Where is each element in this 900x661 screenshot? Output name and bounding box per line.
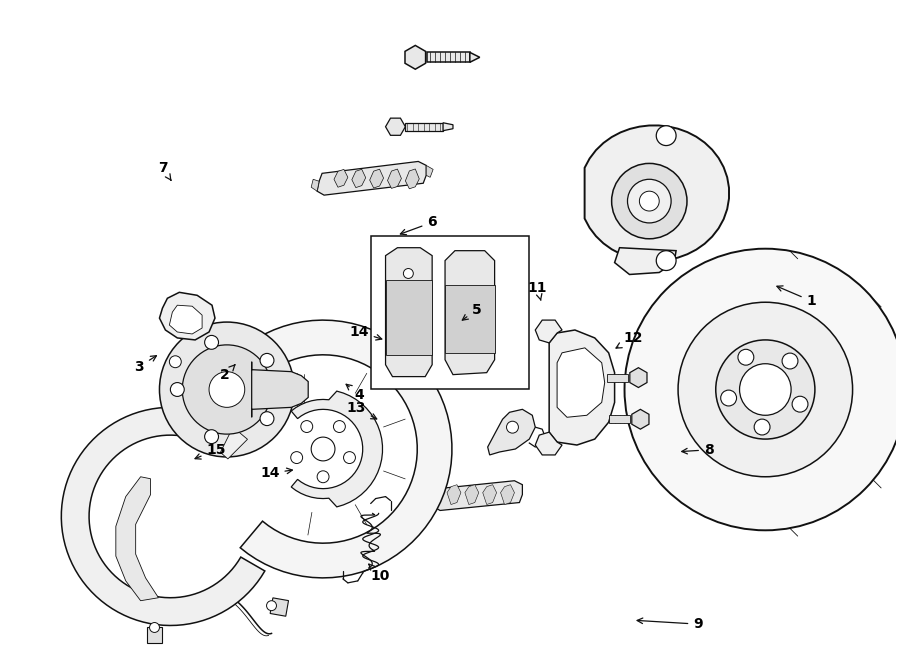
Text: 8: 8 <box>681 443 714 457</box>
Circle shape <box>678 302 852 477</box>
Circle shape <box>170 383 184 397</box>
Text: 3: 3 <box>135 356 157 373</box>
Polygon shape <box>500 485 515 504</box>
Text: 12: 12 <box>616 331 643 348</box>
Polygon shape <box>388 169 401 188</box>
Polygon shape <box>615 248 676 274</box>
Polygon shape <box>428 52 470 62</box>
Circle shape <box>754 419 770 435</box>
Circle shape <box>738 349 754 365</box>
Polygon shape <box>292 391 382 507</box>
Circle shape <box>209 371 245 407</box>
Circle shape <box>792 396 808 412</box>
Polygon shape <box>270 598 289 616</box>
Circle shape <box>639 191 659 211</box>
Polygon shape <box>385 118 405 136</box>
Text: 10: 10 <box>369 564 390 583</box>
Polygon shape <box>632 409 649 429</box>
Polygon shape <box>352 169 365 188</box>
Polygon shape <box>445 286 495 353</box>
Polygon shape <box>585 126 729 261</box>
Polygon shape <box>405 169 419 189</box>
Polygon shape <box>470 52 480 62</box>
Polygon shape <box>630 368 647 387</box>
Polygon shape <box>385 248 432 377</box>
Polygon shape <box>607 373 628 381</box>
Text: 15: 15 <box>195 443 226 459</box>
Polygon shape <box>147 627 162 643</box>
Polygon shape <box>447 485 461 504</box>
Polygon shape <box>433 481 522 510</box>
Text: 2: 2 <box>220 365 235 382</box>
Circle shape <box>627 179 671 223</box>
Circle shape <box>204 335 219 349</box>
Polygon shape <box>482 485 497 504</box>
Circle shape <box>625 249 900 530</box>
Text: 11: 11 <box>527 281 547 301</box>
Polygon shape <box>445 251 495 375</box>
Polygon shape <box>334 169 348 187</box>
Polygon shape <box>465 485 479 504</box>
Polygon shape <box>549 330 615 445</box>
Polygon shape <box>443 123 453 131</box>
Text: 1: 1 <box>777 286 816 308</box>
Bar <box>371 236 529 389</box>
Polygon shape <box>61 407 265 625</box>
Circle shape <box>656 251 676 270</box>
Polygon shape <box>169 305 202 334</box>
Text: 9: 9 <box>637 617 703 631</box>
Polygon shape <box>240 320 452 578</box>
Circle shape <box>266 601 276 611</box>
Polygon shape <box>311 179 320 191</box>
Circle shape <box>782 353 798 369</box>
Circle shape <box>159 322 294 457</box>
Text: 14: 14 <box>349 325 382 340</box>
Circle shape <box>317 471 329 483</box>
Circle shape <box>721 390 736 406</box>
Circle shape <box>612 163 687 239</box>
Circle shape <box>301 420 312 432</box>
Circle shape <box>260 412 274 426</box>
Circle shape <box>169 356 181 368</box>
Polygon shape <box>405 46 426 69</box>
Polygon shape <box>405 123 443 131</box>
Text: 5: 5 <box>463 303 482 320</box>
Circle shape <box>656 126 676 145</box>
Circle shape <box>344 451 356 463</box>
Circle shape <box>403 268 413 278</box>
Text: 7: 7 <box>158 161 171 180</box>
Polygon shape <box>220 427 248 459</box>
Polygon shape <box>488 409 536 455</box>
Circle shape <box>204 430 219 444</box>
Polygon shape <box>252 362 308 417</box>
Circle shape <box>291 451 302 463</box>
Circle shape <box>740 364 791 415</box>
Polygon shape <box>385 280 432 355</box>
Circle shape <box>507 421 518 433</box>
Circle shape <box>716 340 814 439</box>
Circle shape <box>183 345 272 434</box>
Circle shape <box>149 623 159 633</box>
Polygon shape <box>608 415 631 423</box>
Circle shape <box>260 354 274 368</box>
Polygon shape <box>557 348 605 417</box>
Circle shape <box>333 420 346 432</box>
Polygon shape <box>536 320 562 343</box>
Polygon shape <box>536 432 562 455</box>
Text: 14: 14 <box>260 467 292 481</box>
Text: 4: 4 <box>346 384 364 402</box>
Polygon shape <box>116 477 158 601</box>
Circle shape <box>311 437 335 461</box>
Polygon shape <box>317 161 427 195</box>
Polygon shape <box>159 292 215 340</box>
Polygon shape <box>427 165 433 177</box>
Text: 13: 13 <box>346 401 377 419</box>
Text: 6: 6 <box>400 215 437 235</box>
Polygon shape <box>370 169 383 188</box>
